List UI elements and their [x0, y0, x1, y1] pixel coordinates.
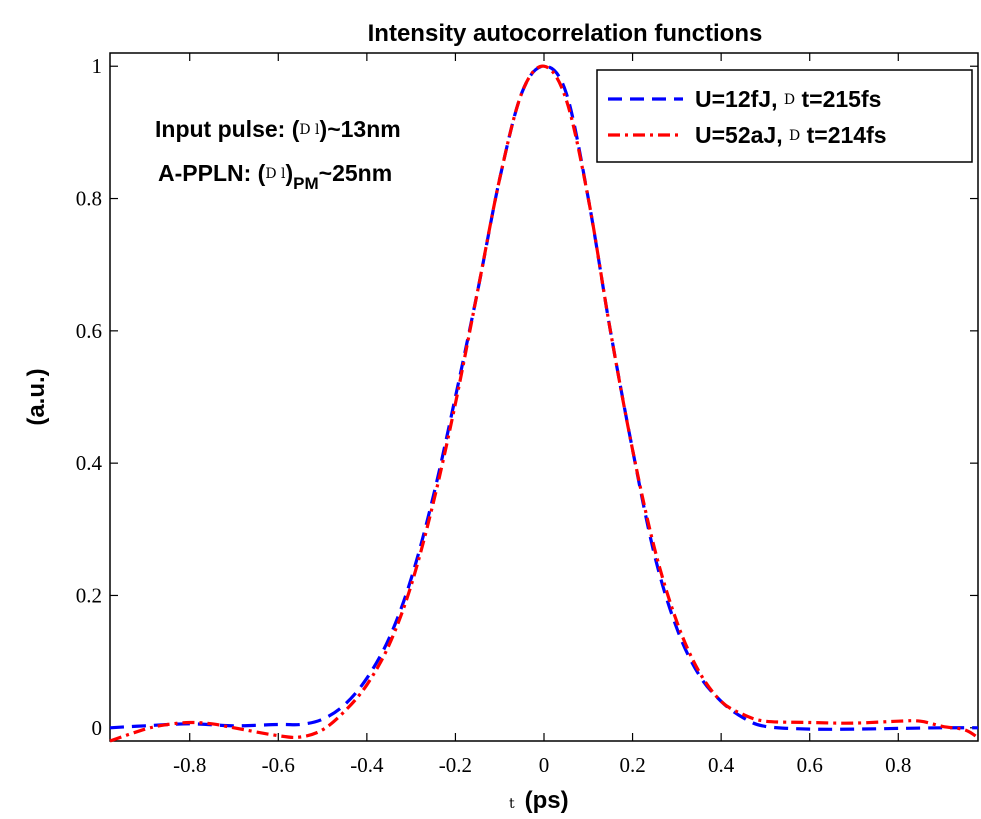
y-tick-label: 0.2 — [76, 583, 102, 607]
x-tick-label: 0 — [539, 753, 550, 777]
x-tick-label: -0.6 — [262, 753, 295, 777]
y-tick-label: 0 — [92, 716, 103, 740]
y-tick-label: 0.6 — [76, 319, 102, 343]
x-tick-label: 0.4 — [708, 753, 735, 777]
ticks: -0.8 -0.6 -0.4 -0.2 0 0.2 0.4 0.6 0.8 0 0.2 0.4 0.6 0… — [76, 53, 978, 777]
x-tick-label: -0.8 — [173, 753, 206, 777]
y-tick-label: 0.8 — [76, 187, 102, 211]
chart-title: Intensity autocorrelation functions — [368, 20, 763, 47]
y-tick-label: 1 — [92, 54, 103, 78]
x-tick-label: -0.4 — [350, 753, 384, 777]
annotation: Input pulse: (D l)~13nm A-PPLN: (D l)PM~… — [155, 116, 401, 193]
y-axis-label: (a.u.) — [23, 368, 50, 425]
annotation-input-pulse: Input pulse: (D l)~13nm — [155, 116, 401, 142]
legend-box — [596, 69, 973, 163]
annotation-appln: A-PPLN: (D l)PM~25nm — [158, 160, 392, 193]
legend: U=12fJ, D t=215fs U=52aJ, D t=214fs — [596, 69, 973, 163]
x-tick-label: 0.2 — [619, 753, 645, 777]
legend-label-red: U=52aJ, D t=214fs — [695, 122, 887, 148]
x-tick-label: 0.6 — [797, 753, 823, 777]
x-tick-label: 0.8 — [885, 753, 911, 777]
x-tick-label: -0.2 — [439, 753, 472, 777]
series-line-0 — [109, 64, 979, 731]
y-tick-label: 0.4 — [76, 451, 103, 475]
series-lines — [109, 64, 979, 743]
legend-label-blue: U=12fJ, D t=215fs — [695, 86, 881, 112]
x-axis-label: t (ps) — [509, 787, 569, 814]
plot-area: -0.8 -0.6 -0.4 -0.2 0 0.2 0.4 0.6 0.8 0 0.2 0.4 0.6 0… — [76, 52, 979, 777]
series-line-1 — [109, 64, 979, 743]
